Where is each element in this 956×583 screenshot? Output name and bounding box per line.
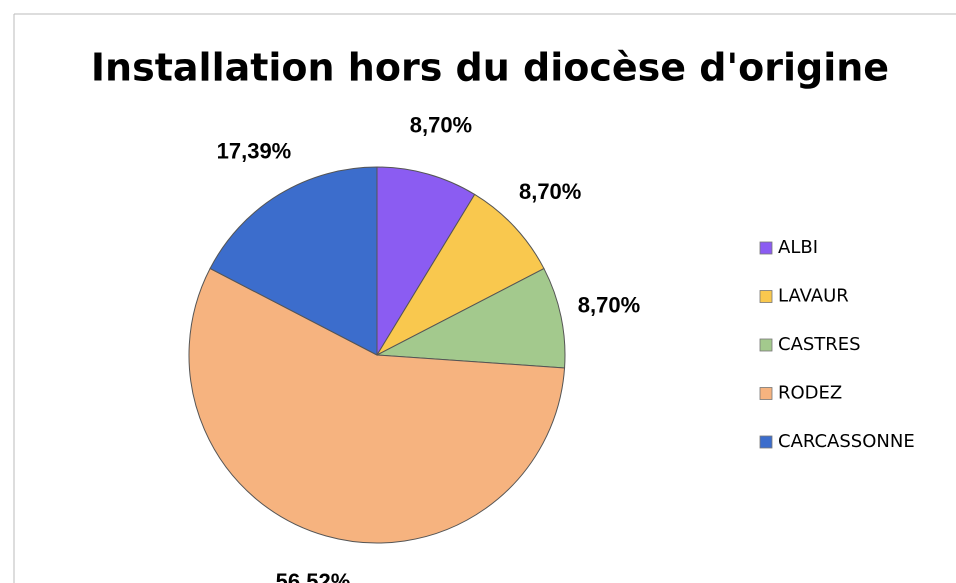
- pie-slice: [188, 267, 566, 544]
- legend-swatch: [759, 338, 773, 352]
- legend-label: ALBI: [778, 237, 818, 258]
- pie-slice: [209, 166, 378, 356]
- legend-label: LAVAUR: [778, 286, 849, 307]
- legend-swatch: [759, 387, 773, 400]
- data-label: 8,70%: [410, 113, 472, 138]
- pie-slice: [375, 267, 566, 369]
- data-label: 56,52%: [276, 569, 351, 583]
- legend-label: CARCASSONNE: [778, 431, 915, 452]
- pie-slice: [376, 166, 476, 357]
- data-label: 17,39%: [217, 138, 292, 163]
- legend-swatch: [759, 241, 773, 255]
- legend-label: CASTRES: [778, 334, 861, 355]
- chart-title: Installation hors du diocèse d'origine: [91, 46, 889, 90]
- pie-slice: [375, 193, 545, 357]
- data-label: 8,70%: [578, 293, 640, 318]
- legend-swatch: [759, 290, 773, 303]
- legend-label: RODEZ: [778, 383, 842, 404]
- legend-swatch: [759, 435, 773, 449]
- data-label: 8,70%: [519, 179, 581, 204]
